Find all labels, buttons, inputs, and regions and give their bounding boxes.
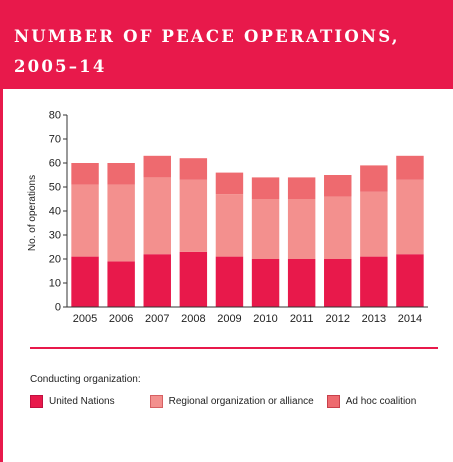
bar-segment-un bbox=[396, 254, 424, 307]
bars-group bbox=[71, 155, 424, 307]
bar-segment-ad-hoc bbox=[179, 158, 208, 180]
bar-segment-regional bbox=[179, 179, 208, 252]
legend-swatch-un bbox=[30, 395, 43, 408]
bar-segment-un bbox=[360, 256, 388, 307]
y-tick-label: 10 bbox=[49, 278, 61, 290]
bar-segment-un bbox=[324, 259, 352, 307]
bar-segment-regional bbox=[324, 196, 352, 259]
y-tick-label: 20 bbox=[49, 254, 61, 266]
divider-rule bbox=[30, 347, 438, 349]
bar-segment-un bbox=[107, 261, 135, 307]
x-tick-label: 2007 bbox=[145, 313, 169, 325]
bar-segment-regional bbox=[215, 194, 244, 257]
x-axis: 2005 2006 2007 2008 2009 2010 2011 2012 2013 2014 bbox=[67, 306, 428, 325]
bar-segment-regional bbox=[287, 199, 316, 259]
y-tick-label: 50 bbox=[49, 182, 61, 194]
y-tick-label: 80 bbox=[49, 110, 61, 122]
legend-item-regional: Regional organization or alliance bbox=[149, 395, 314, 408]
bar-segment-ad-hoc bbox=[143, 155, 171, 178]
title-line-2: 2005–14 bbox=[14, 57, 107, 76]
bar-segment-ad-hoc bbox=[324, 175, 352, 197]
y-tick-label: 40 bbox=[49, 206, 61, 218]
x-tick-label: 2014 bbox=[398, 313, 422, 325]
legend-swatch-ad-hoc bbox=[326, 395, 340, 408]
y-tick-label: 70 bbox=[49, 134, 61, 146]
legend-title: Conducting organization: bbox=[30, 374, 141, 385]
bar-segment-ad-hoc bbox=[107, 163, 135, 185]
bar-segment-un bbox=[287, 259, 316, 307]
x-tick-label: 2008 bbox=[181, 313, 205, 325]
bar-segment-un bbox=[215, 256, 244, 307]
bar-segment-regional bbox=[71, 184, 99, 257]
x-tick-label: 2005 bbox=[73, 313, 97, 325]
bar-segment-ad-hoc bbox=[215, 172, 244, 195]
x-tick-label: 2010 bbox=[253, 313, 277, 325]
y-tick-label: 60 bbox=[49, 158, 61, 170]
bar-segment-regional bbox=[143, 177, 171, 255]
y-tick-label: 0 bbox=[55, 302, 61, 314]
legend-swatch-regional bbox=[149, 395, 163, 408]
x-tick-label: 2009 bbox=[217, 313, 241, 325]
y-axis: 0 10 20 30 40 50 60 70 80 bbox=[49, 110, 68, 314]
title-banner: NUMBER OF PEACE OPERATIONS, 2005–14 bbox=[0, 0, 453, 89]
x-tick-label: 2006 bbox=[109, 313, 133, 325]
legend: United Nations Regional organization or … bbox=[30, 395, 416, 408]
x-tick-label: 2013 bbox=[362, 313, 386, 325]
legend-label-regional: Regional organization or alliance bbox=[168, 396, 314, 407]
legend-item-ad-hoc: Ad hoc coalition bbox=[326, 395, 417, 408]
bar-segment-un bbox=[251, 259, 280, 307]
bar-segment-ad-hoc bbox=[71, 163, 99, 185]
chart-title: NUMBER OF PEACE OPERATIONS, 2005–14 bbox=[14, 22, 444, 82]
bar-segment-regional bbox=[360, 191, 388, 257]
bar-segment-ad-hoc bbox=[396, 155, 424, 180]
bar-segment-regional bbox=[107, 184, 135, 262]
x-tick-label: 2012 bbox=[326, 313, 350, 325]
bar-segment-ad-hoc bbox=[251, 177, 280, 199]
y-axis-label: No. of operations bbox=[27, 175, 38, 251]
frame-left-border bbox=[0, 89, 3, 462]
bar-segment-un bbox=[179, 251, 208, 307]
bar-segment-regional bbox=[396, 179, 424, 255]
bar-segment-regional bbox=[251, 199, 280, 259]
x-tick-label: 2011 bbox=[290, 313, 314, 325]
legend-label-ad-hoc: Ad hoc coalition bbox=[345, 396, 417, 407]
bar-segment-ad-hoc bbox=[360, 165, 388, 192]
y-tick-label: 30 bbox=[49, 230, 61, 242]
legend-label-un: United Nations bbox=[49, 396, 115, 407]
bar-segment-un bbox=[143, 254, 171, 307]
bar-segment-ad-hoc bbox=[287, 177, 316, 199]
title-line-1: NUMBER OF PEACE OPERATIONS, bbox=[14, 27, 400, 46]
legend-item-united-nations: United Nations bbox=[30, 395, 115, 408]
bar-segment-un bbox=[71, 256, 99, 307]
